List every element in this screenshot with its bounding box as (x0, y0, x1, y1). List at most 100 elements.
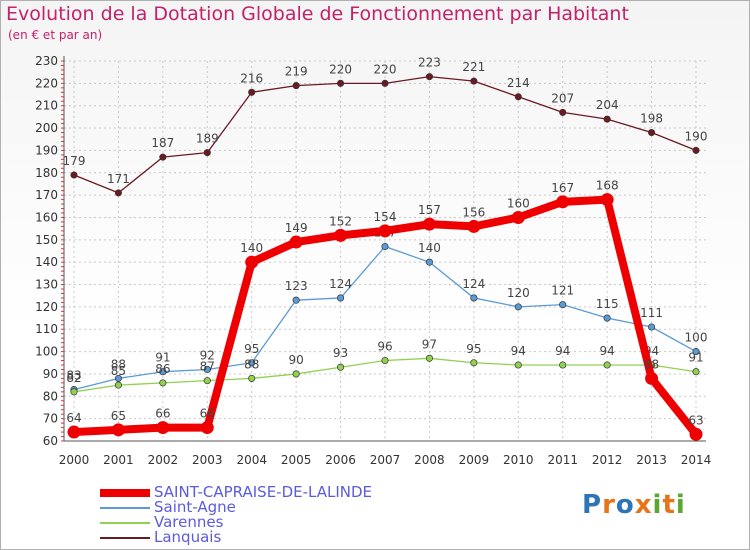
data-label: 154 (374, 210, 397, 224)
data-label: 198 (640, 112, 663, 126)
y-tick-label: 220 (35, 76, 58, 90)
data-point (648, 128, 656, 137)
logo-letter: t (662, 490, 676, 520)
data-label: 121 (551, 284, 574, 298)
y-tick-label: 130 (35, 278, 58, 292)
data-label: 66 (200, 407, 215, 421)
data-point (67, 425, 81, 439)
data-label: 124 (462, 277, 485, 291)
data-label: 90 (289, 353, 304, 367)
x-tick-label: 2002 (148, 453, 179, 467)
data-label: 115 (596, 297, 619, 311)
data-point (425, 354, 433, 362)
y-tick-label: 110 (35, 322, 58, 336)
x-tick-label: 2008 (414, 453, 445, 467)
legend-label: Saint-Agne (154, 498, 236, 516)
x-tick-label: 2011 (547, 453, 578, 467)
logo-letter: o (615, 490, 635, 520)
data-label: 219 (285, 65, 308, 79)
data-point (692, 368, 700, 376)
y-tick-label: 180 (35, 166, 58, 180)
x-tick-label: 2014 (681, 453, 712, 467)
data-point (692, 146, 700, 154)
data-label: 86 (155, 362, 170, 376)
data-point (603, 115, 611, 123)
chart-title: Evolution de la Dotation Globale de Fonc… (6, 3, 629, 25)
y-tick-label: 190 (35, 143, 58, 157)
data-label: 92 (200, 348, 215, 362)
data-label: 94 (511, 344, 526, 358)
data-label: 120 (507, 286, 530, 300)
data-label: 124 (329, 277, 352, 291)
data-label: 157 (418, 203, 441, 217)
data-point (337, 294, 345, 302)
y-tick-label: 170 (35, 188, 58, 202)
x-tick-label: 2001 (103, 453, 134, 467)
logo-letter: i (675, 490, 686, 520)
x-tick-label: 2006 (325, 453, 356, 467)
legend-swatch (100, 489, 150, 497)
data-point (337, 79, 345, 87)
data-label: 221 (462, 60, 485, 74)
data-label: 91 (688, 351, 703, 365)
data-label: 64 (66, 411, 81, 425)
data-label: 88 (644, 357, 659, 371)
data-point (559, 301, 567, 309)
x-tick-label: 2012 (592, 453, 623, 467)
x-tick-label: 2004 (236, 453, 267, 467)
data-point (470, 294, 478, 302)
data-point (514, 303, 522, 311)
data-label: 93 (333, 346, 348, 360)
data-label: 160 (507, 196, 530, 210)
proxiti-logo: Proxiti (582, 490, 686, 520)
data-label: 87 (200, 360, 215, 374)
data-point (559, 108, 567, 116)
data-point (648, 323, 656, 331)
legend-swatch (100, 537, 150, 539)
data-point (156, 421, 170, 435)
data-label: 100 (685, 331, 708, 345)
data-label: 140 (418, 241, 441, 255)
data-point (467, 219, 481, 233)
logo-letter: i (652, 490, 663, 520)
data-point (203, 149, 211, 157)
y-tick-label: 150 (35, 233, 58, 247)
data-point (203, 365, 211, 374)
data-point (203, 377, 211, 385)
data-point (470, 359, 478, 367)
data-point (200, 421, 214, 435)
data-point (556, 195, 570, 209)
legend-swatch (100, 522, 150, 524)
data-point (381, 356, 389, 365)
data-point (514, 93, 522, 101)
legend-swatch (100, 507, 150, 509)
data-label: 85 (111, 364, 126, 378)
y-tick-label: 200 (35, 121, 58, 135)
data-point (70, 171, 78, 179)
y-tick-label: 140 (35, 255, 58, 269)
logo-letter: x (634, 490, 653, 520)
data-label: 88 (244, 357, 259, 371)
data-point (292, 296, 300, 304)
y-tick-label: 160 (35, 210, 58, 224)
y-tick-label: 60 (43, 434, 58, 448)
data-label: 190 (685, 129, 708, 143)
data-point (245, 255, 259, 269)
data-label: 82 (66, 371, 81, 385)
y-tick-label: 100 (35, 345, 58, 359)
data-label: 189 (196, 132, 219, 146)
x-tick-label: 2005 (281, 453, 312, 467)
x-tick-label: 2009 (459, 453, 490, 467)
data-point (292, 370, 300, 378)
data-label: 123 (285, 279, 308, 293)
logo-letter: P (582, 490, 603, 520)
data-point (381, 242, 389, 251)
data-label: 140 (240, 241, 263, 255)
y-tick-label: 230 (35, 54, 58, 68)
data-point (292, 82, 300, 90)
data-point (381, 79, 389, 87)
data-label: 88 (111, 357, 126, 371)
data-label: 97 (422, 337, 437, 351)
data-point (692, 348, 700, 356)
